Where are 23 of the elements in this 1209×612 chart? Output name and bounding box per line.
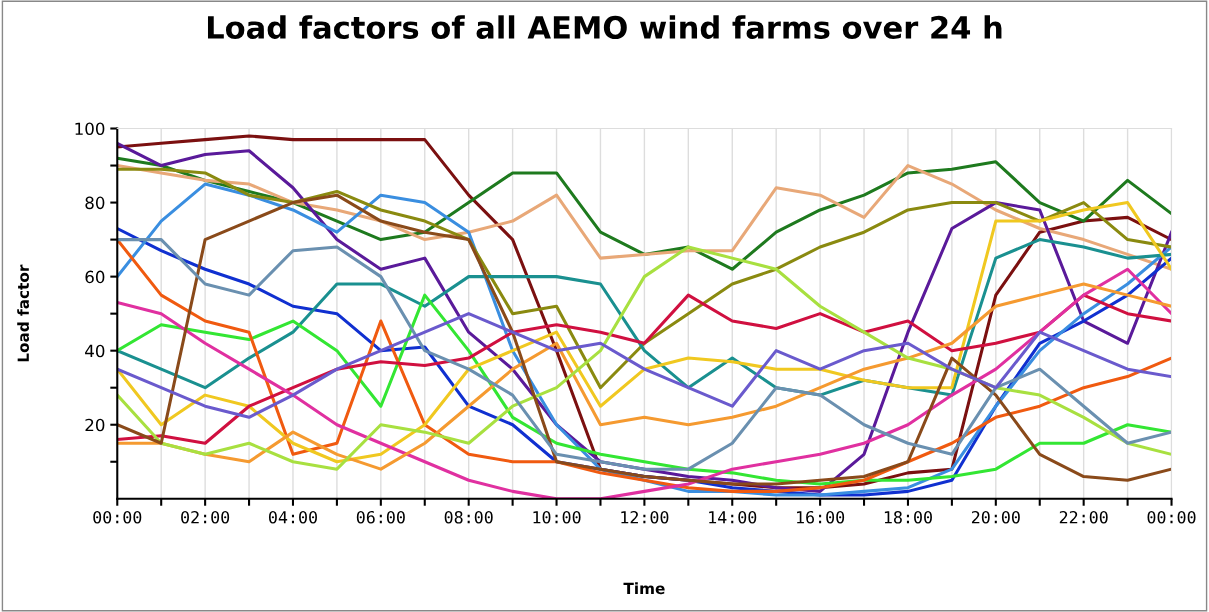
x-tick-label: 08:00: [444, 510, 493, 524]
x-tick-label: 00:00: [93, 510, 142, 524]
chart-title: Load factors of all AEMO wind farms over 24 h: [207, 15, 1002, 39]
line-series: [117, 167, 1172, 390]
y-tick-label: 80: [85, 196, 105, 210]
x-tick-label: 06:00: [356, 510, 405, 524]
x-tick-label: 20:00: [971, 510, 1020, 524]
y-tick-label: 60: [85, 270, 105, 284]
y-tick-label: 40: [85, 344, 105, 358]
y-axis-title: Load factor: [17, 264, 30, 362]
y-tick-label: 100: [75, 122, 105, 136]
x-axis-title: Time: [623, 582, 665, 595]
x-tick-label: 22:00: [1059, 510, 1108, 524]
x-tick-label: 02:00: [181, 510, 230, 524]
x-tick-label: 18:00: [884, 510, 932, 524]
x-tick-label: 12:00: [621, 510, 669, 524]
x-tick-label: 14:00: [709, 510, 757, 524]
y-tick-label: 20: [85, 418, 105, 432]
x-tick-label: 00:00: [1147, 510, 1196, 524]
line-series: [117, 312, 1172, 419]
x-tick-label: 10:00: [533, 510, 581, 524]
x-tick-label: 16:00: [797, 510, 845, 524]
x-tick-label: 04:00: [268, 510, 317, 524]
